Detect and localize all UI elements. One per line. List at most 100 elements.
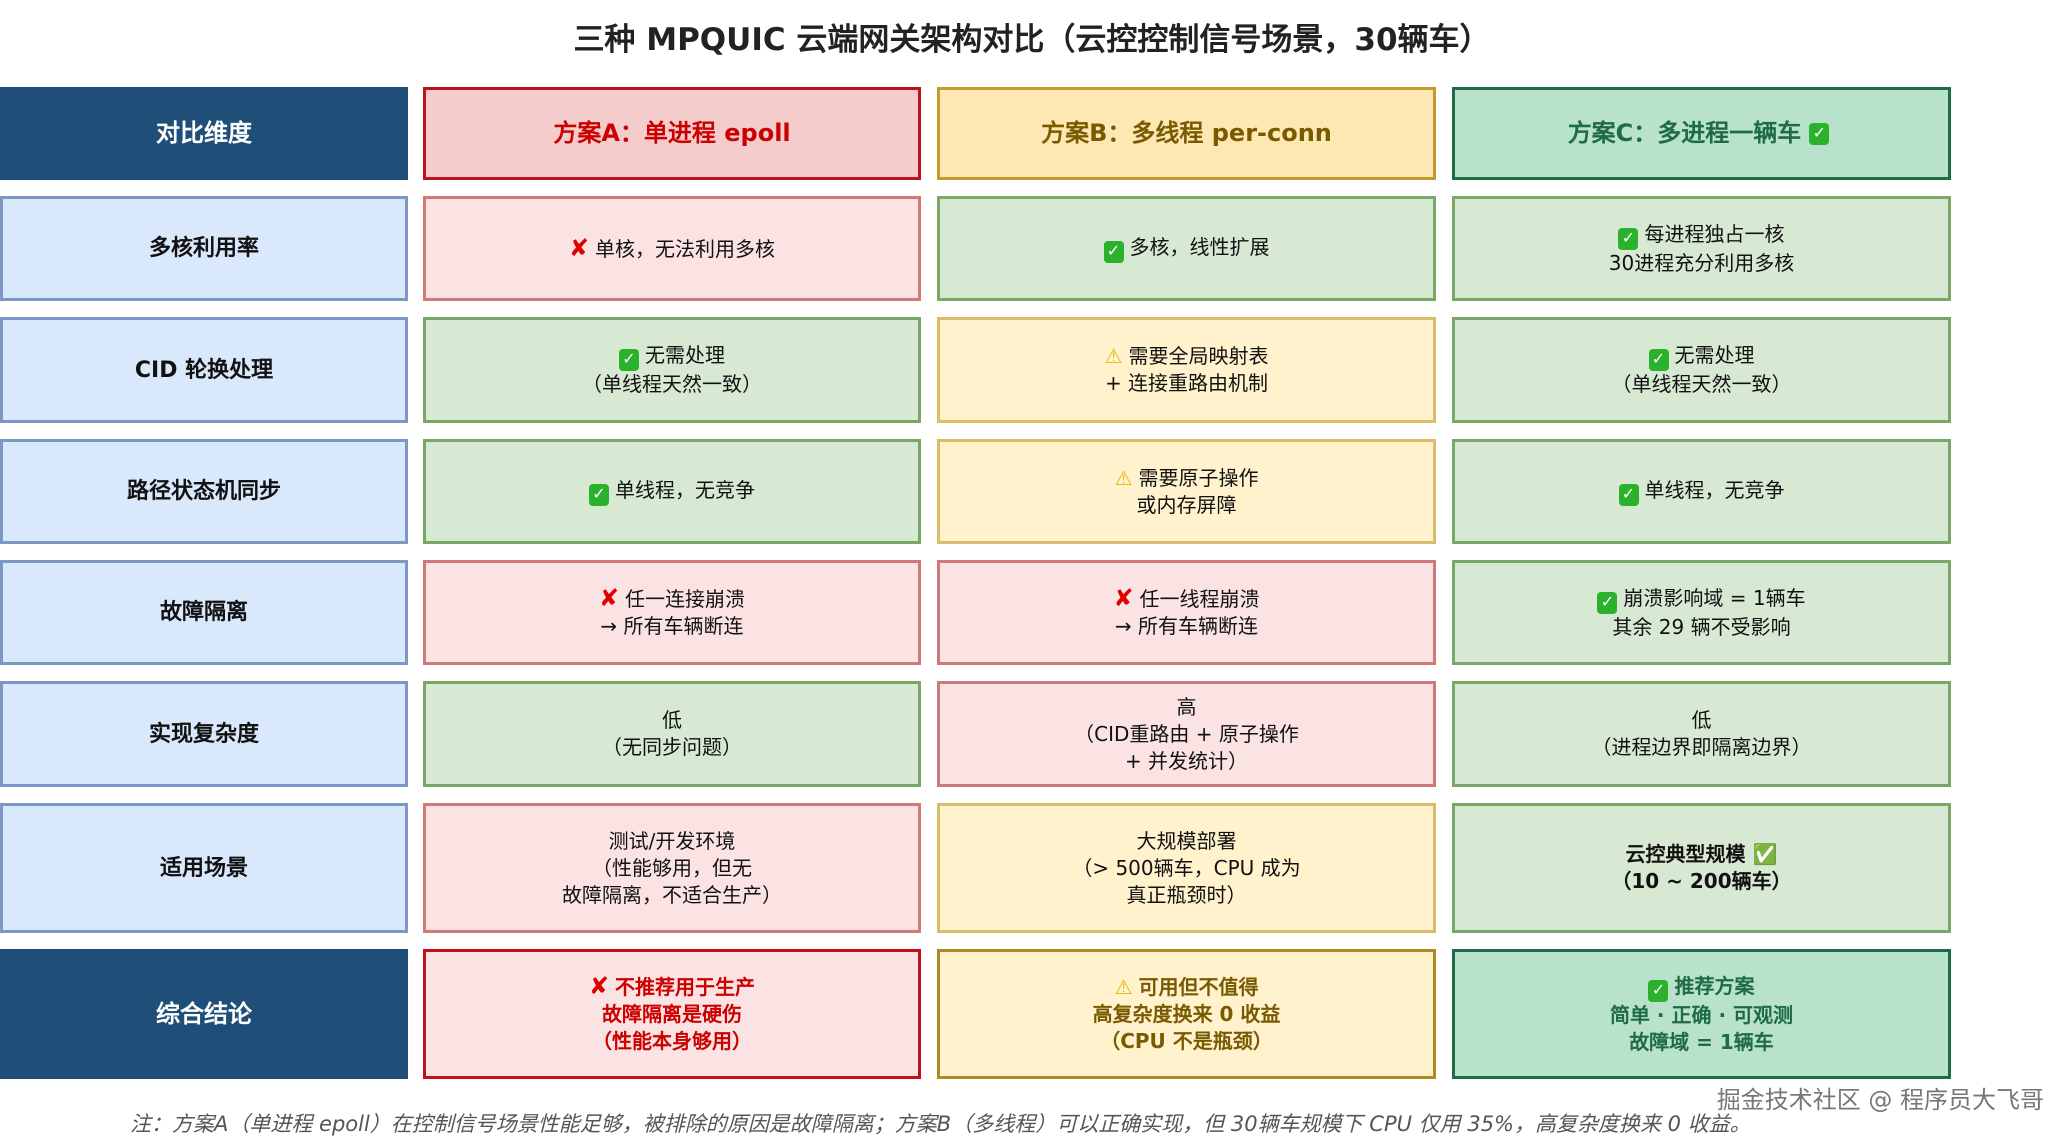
row-dimension: 实现复杂度 (0, 681, 408, 787)
table-cell: ⚠ 可用但不值得 高复杂度换来 0 收益 （CPU 不是瓶颈） (937, 949, 1436, 1079)
check-icon: ✓ (1597, 591, 1618, 614)
cell-text: 需要全局映射表 + 连接重路由机制 (1104, 344, 1269, 395)
row-dimension-label: 实现复杂度 (148, 721, 259, 747)
watermark: 掘金技术社区 @ 程序员大飞哥 (1716, 1086, 2044, 1114)
cell-text: 可用但不值得 高复杂度换来 0 收益 （CPU 不是瓶颈） (1092, 974, 1281, 1053)
header-scheme-c-label: 方案C：多进程一辆车 (1567, 119, 1802, 147)
check-icon: ✓ (1103, 241, 1124, 263)
cell-content: ⚠ 可用但不值得 高复杂度换来 0 收益 （CPU 不是瓶颈） (1093, 974, 1281, 1055)
check-icon: ✓ (1618, 227, 1639, 250)
row-dimension-label: 综合结论 (156, 999, 252, 1028)
cell-text: 单线程，无竞争 (615, 478, 755, 502)
cell-text: 任一线程崩溃 → 所有车辆断连 (1114, 587, 1260, 638)
check-icon: ✓ (1648, 979, 1669, 1002)
warning-icon: ⚠ (1114, 974, 1133, 999)
row-dimension: 适用场景 (0, 803, 408, 933)
row-dimension: 多核利用率 (0, 196, 408, 301)
footnote: 注：方案A（单进程 epoll）在控制信号场景性能足够，被排除的原因是故障隔离；… (130, 1112, 1751, 1136)
cell-content: ✓ 无需处理 （单线程天然一致） (1612, 342, 1792, 398)
cell-content: 测试/开发环境 （性能够用，但无 故障隔离，不适合生产） (562, 828, 782, 909)
header-dimension: 对比维度 (0, 87, 408, 180)
check-icon: ✓ (1618, 484, 1639, 506)
row-dimension-label: CID 轮换处理 (134, 357, 274, 383)
table-cell: 测试/开发环境 （性能够用，但无 故障隔离，不适合生产） (423, 803, 921, 933)
row-dimension: 综合结论 (0, 949, 408, 1079)
cell-content: ✘ 任一连接崩溃 → 所有车辆断连 (599, 585, 745, 640)
check-icon: ✓ (1809, 122, 1830, 145)
cell-text: 低 （无同步问题） (602, 708, 742, 759)
cell-content: ✓ 无需处理 （单线程天然一致） (582, 342, 762, 398)
cell-text: 低 （进程边界即隔离边界） (1591, 708, 1812, 759)
table-cell: 高 （CID重路由 + 原子操作 + 并发统计） (937, 681, 1436, 787)
cell-content: 低 （进程边界即隔离边界） (1592, 707, 1812, 761)
table-cell: ✓ 单线程，无竞争 (423, 439, 921, 544)
x-icon: ✘ (568, 233, 590, 262)
x-icon: ✘ (588, 972, 610, 1000)
table-cell: 低 （进程边界即隔离边界） (1452, 681, 1951, 787)
cell-content: 低 （无同步问题） (602, 707, 742, 761)
cell-text: 推荐方案 简单 · 正确 · 可观测 故障域 = 1辆车 (1609, 973, 1794, 1054)
cell-content: 高 （CID重路由 + 原子操作 + 并发统计） (1074, 694, 1299, 775)
table-cell: ✓ 多核，线性扩展 (937, 196, 1436, 301)
row-dimension-label: 适用场景 (159, 855, 248, 881)
cell-content: 云控典型规模 ✅ （10 ~ 200辆车） (1611, 841, 1791, 895)
cell-content: ⚠ 需要全局映射表 + 连接重路由机制 (1105, 343, 1269, 397)
cell-text: 单核，无法利用多核 (595, 236, 776, 261)
header-dimension-label: 对比维度 (156, 119, 252, 147)
table-cell: ⚠ 需要全局映射表 + 连接重路由机制 (937, 317, 1436, 423)
table-cell: ✘ 不推荐用于生产 故障隔离是硬伤 （性能本身够用） (423, 949, 921, 1079)
cell-text: 无需处理 （单线程天然一致） (582, 343, 762, 396)
table-cell: ✘ 任一连接崩溃 → 所有车辆断连 (423, 560, 921, 665)
cell-text: 每进程独占一核 30进程充分利用多核 (1608, 221, 1795, 275)
cell-text: 任一连接崩溃 → 所有车辆断连 (600, 587, 746, 638)
cell-text: 崩溃影响域 = 1辆车 其余 29 辆不受影响 (1612, 585, 1806, 639)
row-dimension: 路径状态机同步 (0, 439, 408, 544)
cell-content: ✓ 推荐方案 简单 · 正确 · 可观测 故障域 = 1辆车 (1610, 973, 1793, 1056)
check-icon: ✓ (589, 484, 609, 506)
warning-icon: ⚠ (1114, 465, 1133, 490)
cell-content: ✓ 多核，线性扩展 (1103, 234, 1270, 263)
table-cell: 低 （无同步问题） (423, 681, 921, 787)
cell-text: 不推荐用于生产 故障隔离是硬伤 （性能本身够用） (591, 975, 756, 1053)
row-dimension-label: 多核利用率 (148, 236, 259, 261)
cell-content: ⚠ 需要原子操作 或内存屏障 (1115, 465, 1259, 519)
cell-text: 大规模部署 （> 500辆车，CPU 成为 真正瓶颈时） (1072, 828, 1301, 907)
cell-content: ✓ 每进程独占一核 30进程充分利用多核 (1609, 221, 1794, 277)
header-scheme-a: 方案A：单进程 epoll (423, 87, 921, 180)
cell-content: ✘ 任一线程崩溃 → 所有车辆断连 (1113, 585, 1259, 640)
warning-icon: ⚠ (1104, 344, 1123, 368)
page-title: 三种 MPQUIC 云端网关架构对比（云控控制信号场景，30辆车） (573, 22, 1491, 58)
header-scheme-c: 方案C：多进程一辆车 ✓ (1452, 87, 1951, 180)
table-cell: ✓ 单线程，无竞争 (1452, 439, 1951, 544)
cell-content: ✓ 单线程，无竞争 (589, 477, 755, 506)
table-cell: ✓ 崩溃影响域 = 1辆车 其余 29 辆不受影响 (1452, 560, 1951, 665)
row-dimension-label: 故障隔离 (159, 600, 248, 625)
cell-content: ✓ 单线程，无竞争 (1618, 477, 1785, 506)
header-scheme-a-label: 方案A：单进程 epoll (553, 119, 791, 147)
row-dimension: CID 轮换处理 (0, 317, 408, 423)
table-cell: ✓ 推荐方案 简单 · 正确 · 可观测 故障域 = 1辆车 (1452, 949, 1951, 1079)
cell-content: ✘ 不推荐用于生产 故障隔离是硬伤 （性能本身够用） (589, 973, 755, 1055)
table-cell: 大规模部署 （> 500辆车，CPU 成为 真正瓶颈时） (937, 803, 1436, 933)
row-dimension: 故障隔离 (0, 560, 408, 665)
table-cell: ⚠ 需要原子操作 或内存屏障 (937, 439, 1436, 544)
header-scheme-b-label: 方案B：多线程 per-conn (1041, 119, 1332, 147)
x-icon: ✘ (598, 584, 620, 612)
cell-text: 多核，线性扩展 (1129, 235, 1270, 259)
cell-text: 测试/开发环境 （性能够用，但无 故障隔离，不适合生产） (562, 828, 782, 907)
check-icon: ✓ (619, 349, 639, 371)
x-icon: ✘ (1113, 584, 1134, 612)
cell-text: 云控典型规模 ✅ （10 ~ 200辆车） (1611, 842, 1792, 893)
cell-text: 无需处理 （单线程天然一致） (1611, 343, 1792, 396)
cell-text: 高 （CID重路由 + 原子操作 + 并发统计） (1074, 694, 1299, 773)
table-cell: 云控典型规模 ✅ （10 ~ 200辆车） (1452, 803, 1951, 933)
table-cell: ✘ 单核，无法利用多核 (423, 196, 921, 301)
header-scheme-b: 方案B：多线程 per-conn (937, 87, 1436, 180)
table-cell: ✓ 无需处理 （单线程天然一致） (423, 317, 921, 423)
cell-content: 大规模部署 （> 500辆车，CPU 成为 真正瓶颈时） (1072, 828, 1300, 909)
cell-text: 需要原子操作 或内存屏障 (1136, 465, 1259, 517)
table-cell: ✘ 任一线程崩溃 → 所有车辆断连 (937, 560, 1436, 665)
table-cell: ✓ 每进程独占一核 30进程充分利用多核 (1452, 196, 1951, 301)
table-cell: ✓ 无需处理 （单线程天然一致） (1452, 317, 1951, 423)
cell-content: ✘ 单核，无法利用多核 (568, 233, 776, 263)
